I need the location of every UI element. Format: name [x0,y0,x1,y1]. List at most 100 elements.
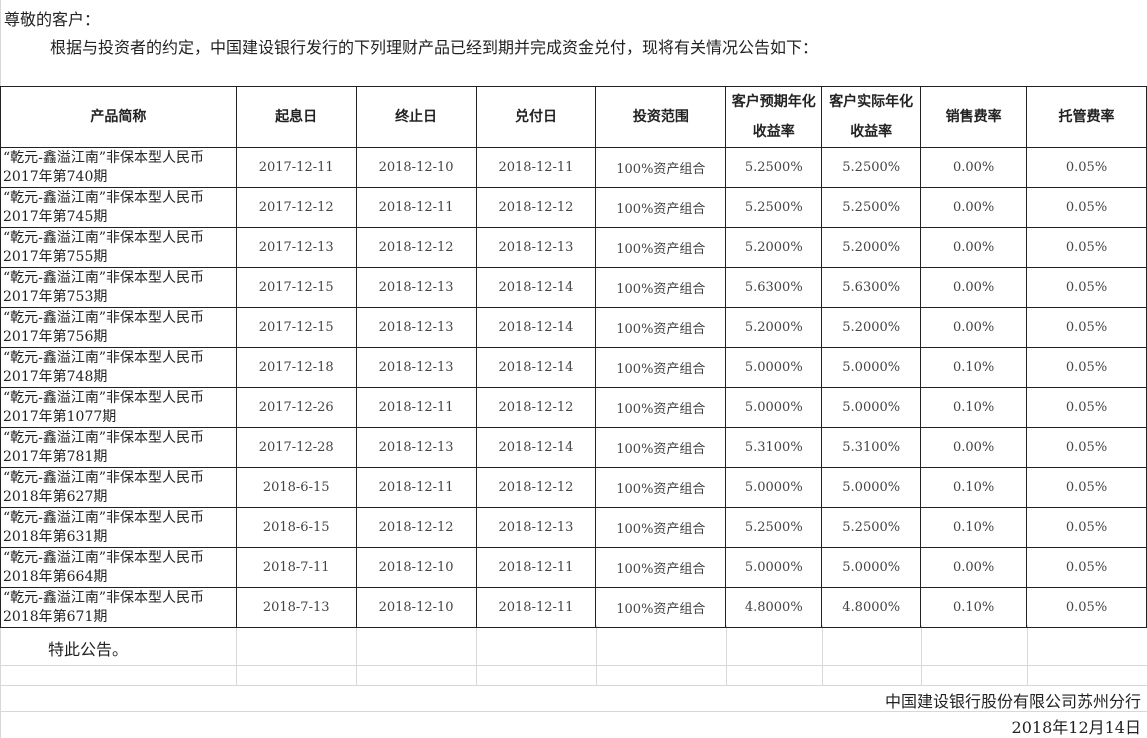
cell-end-date: 2018-12-13 [355,307,477,348]
cell-end-date: 2018-12-12 [355,227,477,268]
cell-end-date: 2018-12-10 [355,587,477,628]
column-header-custody-fee: 托管费率 [1026,86,1147,148]
cell-payment-date: 2018-12-12 [475,387,597,428]
cell-sales-fee: 0.00% [920,187,1028,228]
cell-custody-fee: 0.05% [1026,427,1147,468]
cell-investment-scope: 100%资产组合 [595,387,727,428]
table-row: “乾元-鑫溢江南”非保本型人民币2017年第740期 2017-12-11 2018… [0,147,1147,188]
cell-end-date: 2018-12-11 [355,467,477,508]
cell-investment-scope: 100%资产组合 [595,347,727,388]
cell-actual-yield: 5.2500% [821,147,922,188]
cell-payment-date: 2018-12-11 [475,147,597,188]
cell-custody-fee: 0.05% [1026,547,1147,588]
cell-start-date: 2018-6-15 [235,507,357,548]
cell-actual-yield: 4.8000% [821,587,922,628]
cell-sales-fee: 0.10% [920,467,1028,508]
cell-payment-date: 2018-12-12 [475,467,597,508]
cell-sales-fee: 0.00% [920,427,1028,468]
greeting: 尊敬的客户： [4,10,101,29]
table-row: “乾元-鑫溢江南”非保本型人民币2017年第745期 2017-12-12 2018… [0,187,1147,228]
column-header-sales-fee: 销售费率 [920,86,1028,148]
cell-actual-yield: 5.0000% [821,387,922,428]
grid-line [0,665,1147,666]
cell-end-date: 2018-12-10 [355,547,477,588]
cell-start-date: 2017-12-13 [235,227,357,268]
cell-start-date: 2017-12-26 [235,387,357,428]
cell-payment-date: 2018-12-11 [475,547,597,588]
closing-text: 特此公告。 [48,640,129,659]
cell-investment-scope: 100%资产组合 [595,267,727,308]
cell-sales-fee: 0.10% [920,507,1028,548]
cell-actual-yield: 5.0000% [821,547,922,588]
cell-product-name: “乾元-鑫溢江南”非保本型人民币2017年第753期 [0,267,237,308]
cell-start-date: 2018-7-11 [235,547,357,588]
grid-line [236,625,237,685]
signature-bank: 中国建设银行股份有限公司苏州分行 [884,692,1141,711]
cell-product-name: “乾元-鑫溢江南”非保本型人民币2017年第745期 [0,187,237,228]
cell-custody-fee: 0.05% [1026,467,1147,508]
cell-start-date: 2018-7-13 [235,587,357,628]
cell-custody-fee: 0.05% [1026,347,1147,388]
table-row: “乾元-鑫溢江南”非保本型人民币2017年第756期 2017-12-15 2018… [0,307,1147,348]
cell-start-date: 2017-12-15 [235,267,357,308]
grid-line [0,685,1147,686]
table-row: “乾元-鑫溢江南”非保本型人民币2017年第755期 2017-12-13 2018… [0,227,1147,268]
cell-investment-scope: 100%资产组合 [595,227,727,268]
cell-investment-scope: 100%资产组合 [595,307,727,348]
cell-custody-fee: 0.05% [1026,147,1147,188]
cell-product-name: “乾元-鑫溢江南”非保本型人民币2018年第627期 [0,467,237,508]
cell-end-date: 2018-12-11 [355,187,477,228]
cell-sales-fee: 0.10% [920,347,1028,388]
cell-product-name: “乾元-鑫溢江南”非保本型人民币2017年第740期 [0,147,237,188]
cell-sales-fee: 0.00% [920,227,1028,268]
cell-start-date: 2017-12-12 [235,187,357,228]
column-header-actual-yield: 客户实际年化收益率 [821,86,922,148]
table-row: “乾元-鑫溢江南”非保本型人民币2018年第671期 2018-7-13 2018-… [0,587,1147,628]
header-row: 产品简称 起息日 终止日 兑付日 投资范围 客户预期年化收益率 客户实际年化收益率 销售费率托… [0,86,1147,148]
cell-payment-date: 2018-12-12 [475,187,597,228]
cell-end-date: 2018-12-13 [355,427,477,468]
cell-custody-fee: 0.05% [1026,187,1147,228]
table-row: “乾元-鑫溢江南”非保本型人民币2018年第631期 2018-6-15 2018-… [0,507,1147,548]
cell-sales-fee: 0.00% [920,307,1028,348]
cell-sales-fee: 0.00% [920,147,1028,188]
cell-payment-date: 2018-12-14 [475,307,597,348]
cell-end-date: 2018-12-13 [355,267,477,308]
column-header-end-date: 终止日 [355,86,477,148]
cell-product-name: “乾元-鑫溢江南”非保本型人民币2017年第1077期 [0,387,237,428]
signature-date: 2018年12月14日 [1011,718,1141,737]
cell-actual-yield: 5.2000% [821,307,922,348]
column-header-start-date: 起息日 [235,86,357,148]
cell-expected-yield: 5.2500% [725,187,823,228]
column-header-expected-yield: 客户预期年化收益率 [725,86,823,148]
cell-custody-fee: 0.05% [1026,267,1147,308]
grid-line [726,625,727,685]
cell-actual-yield: 5.2500% [821,507,922,548]
cell-actual-yield: 5.6300% [821,267,922,308]
cell-actual-yield: 5.0000% [821,467,922,508]
cell-payment-date: 2018-12-11 [475,587,597,628]
table-row: “乾元-鑫溢江南”非保本型人民币2018年第664期 2018-7-11 2018-… [0,547,1147,588]
cell-end-date: 2018-12-10 [355,147,477,188]
column-header-investment-scope: 投资范围 [595,86,727,148]
cell-investment-scope: 100%资产组合 [595,507,727,548]
cell-investment-scope: 100%资产组合 [595,587,727,628]
column-header-payment-date: 兑付日 [475,86,597,148]
grid-line [921,625,922,685]
cell-actual-yield: 5.2500% [821,187,922,228]
cell-investment-scope: 100%资产组合 [595,187,727,228]
cell-payment-date: 2018-12-13 [475,227,597,268]
cell-start-date: 2017-12-15 [235,307,357,348]
cell-actual-yield: 5.0000% [821,347,922,388]
cell-end-date: 2018-12-12 [355,507,477,548]
cell-payment-date: 2018-12-14 [475,267,597,308]
cell-investment-scope: 100%资产组合 [595,547,727,588]
cell-payment-date: 2018-12-13 [475,507,597,548]
intro-text: 根据与投资者的约定，中国建设银行发行的下列理财产品已经到期并完成资金兑付，现将有… [50,38,819,57]
grid-line [476,625,477,685]
cell-expected-yield: 5.2000% [725,307,823,348]
cell-product-name: “乾元-鑫溢江南”非保本型人民币2017年第755期 [0,227,237,268]
cell-expected-yield: 5.2500% [725,147,823,188]
cell-product-name: “乾元-鑫溢江南”非保本型人民币2018年第671期 [0,587,237,628]
grid-line [596,625,597,685]
